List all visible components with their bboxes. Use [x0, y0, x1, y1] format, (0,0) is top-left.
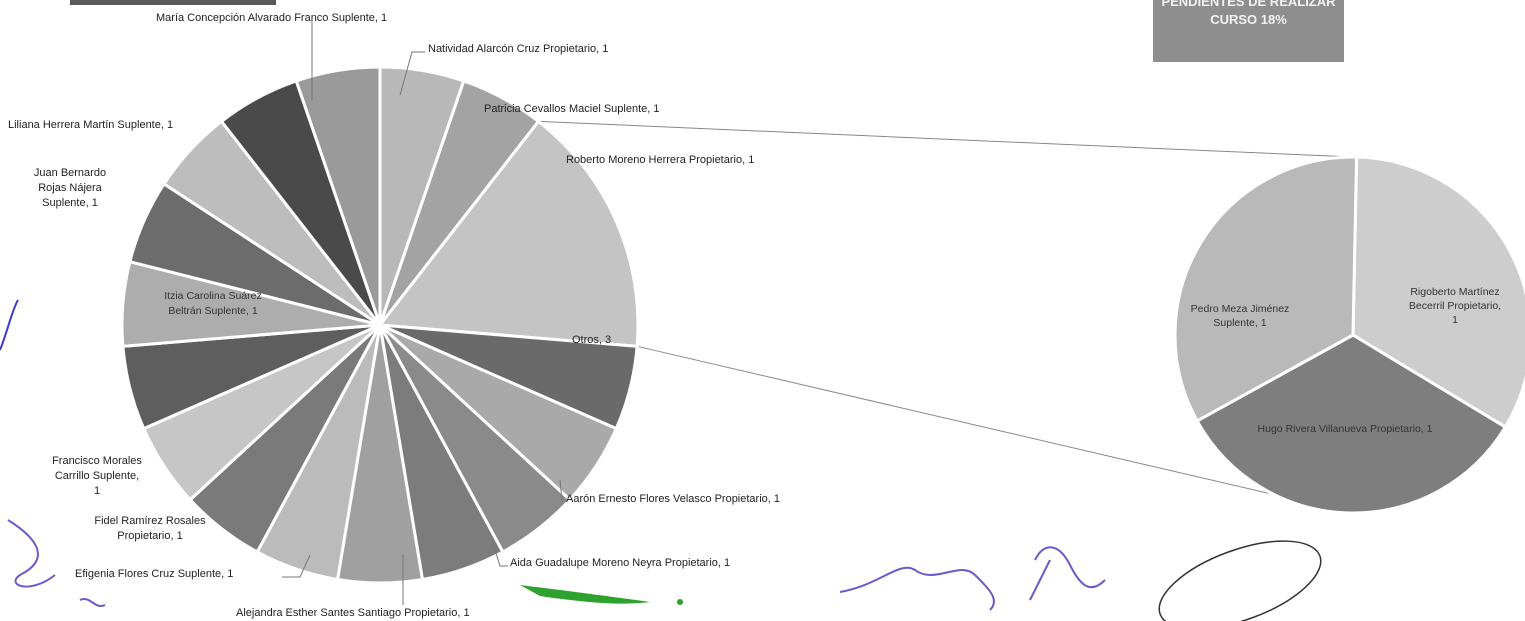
connector-line-top — [538, 120, 1354, 158]
main-pie — [120, 65, 640, 585]
secondary-label-pedro-meza-jimenez-suplente-1: Pedro Meza Jiménez Suplente, 1 — [1191, 303, 1290, 329]
pending-status-box: PENDIENTES DE REALIZAR CURSO 18% — [1153, 0, 1344, 62]
main-pie-labels: Natividad Alarcón Cruz Propietario, 1 Pat… — [8, 12, 780, 619]
signature-blue-2 — [0, 299, 19, 351]
label-maria-concepcion-alvarado-franco-suplente-1: María Concepción Alvarado Franco Suplent… — [156, 12, 387, 24]
signature-blue-1 — [7, 519, 56, 588]
signature-purple-1 — [839, 566, 995, 611]
header-bar — [70, 0, 276, 5]
signature-black-loop — [1158, 540, 1322, 621]
leader-line-efigenia-flores-cruz-suplente-1 — [282, 554, 311, 578]
label-otros-3: Otros, 3 — [572, 334, 611, 346]
connector-lines — [538, 120, 1354, 514]
label-francisco-morales-carrillo-suplente-1: Francisco Morales Carrillo Suplente, 1 — [52, 455, 142, 497]
label-juan-bernardo-rojas-najera-suplente-1: Juan Bernardo Rojas Nájera Suplente, 1 — [34, 167, 106, 209]
secondary-slice-pedro-meza-jimenez-suplente-1 — [1173, 155, 1359, 423]
signature-green — [520, 585, 650, 604]
secondary-pie — [1173, 155, 1525, 515]
signature-blue-3 — [79, 597, 106, 608]
status-line-1: PENDIENTES DE REALIZAR — [1161, 0, 1336, 9]
secondary-label-hugo-rivera-villanueva-propietario-1: Hugo Rivera Villanueva Propietario, 1 — [1258, 423, 1433, 435]
pie-slice-maria-concepcion-alvarado-franco-suplente-1 — [219, 79, 382, 326]
label-itzia-carolina-suarez-beltran-suplente-1: Itzia Carolina Suárez Beltrán Suplente, 1 — [164, 290, 261, 317]
signature-green-dot — [677, 599, 683, 605]
label-patricia-cevallos-maciel-suplente-1: Patricia Cevallos Maciel Suplente, 1 — [484, 103, 659, 115]
handwritten-signatures — [0, 299, 1322, 621]
label-alejandra-esther-santes-santiago-propietario-1: Alejandra Esther Santes Santiago Propiet… — [236, 607, 470, 619]
leader-line-aida-guadalupe-moreno-neyra-propietario-1 — [491, 539, 508, 567]
label-roberto-moreno-herrera-propietario-1: Roberto Moreno Herrera Propietario, 1 — [566, 154, 754, 166]
pie-slice-otros-3 — [377, 119, 640, 348]
leader-line-natividad-alarcon-cruz-propietario-1 — [399, 51, 425, 96]
secondary-label-rigoberto-martinez-becerril-propietario-1: Rigoberto Martínez Becerril Propietario, 1 — [1409, 286, 1501, 326]
status-line-2: CURSO 18% — [1210, 12, 1287, 27]
label-aaron-ernesto-flores-velasco-propietario-1: Aarón Ernesto Flores Velasco Propietario… — [566, 493, 780, 505]
label-efigenia-flores-cruz-suplente-1: Efigenia Flores Cruz Suplente, 1 — [75, 568, 233, 580]
main-pie-leader-lines — [282, 21, 563, 605]
label-aida-guadalupe-moreno-neyra-propietario-1: Aida Guadalupe Moreno Neyra Propietario,… — [510, 557, 730, 569]
signature-purple-2 — [1029, 546, 1106, 601]
label-natividad-alarcon-cruz-propietario-1: Natividad Alarcón Cruz Propietario, 1 — [428, 43, 608, 55]
connector-line-bottom — [637, 345, 1354, 514]
secondary-pie-labels: Rigoberto Martínez Becerril Propietario, 1… — [1191, 286, 1501, 435]
label-fidel-ramirez-rosales-propietario-1: Fidel Ramírez Rosales Propietario, 1 — [94, 515, 206, 542]
label-liliana-herrera-martin-suplente-1: Liliana Herrera Martín Suplente, 1 — [8, 119, 173, 131]
leader-line-aaron-ernesto-flores-velasco-propietario-1 — [559, 479, 563, 501]
